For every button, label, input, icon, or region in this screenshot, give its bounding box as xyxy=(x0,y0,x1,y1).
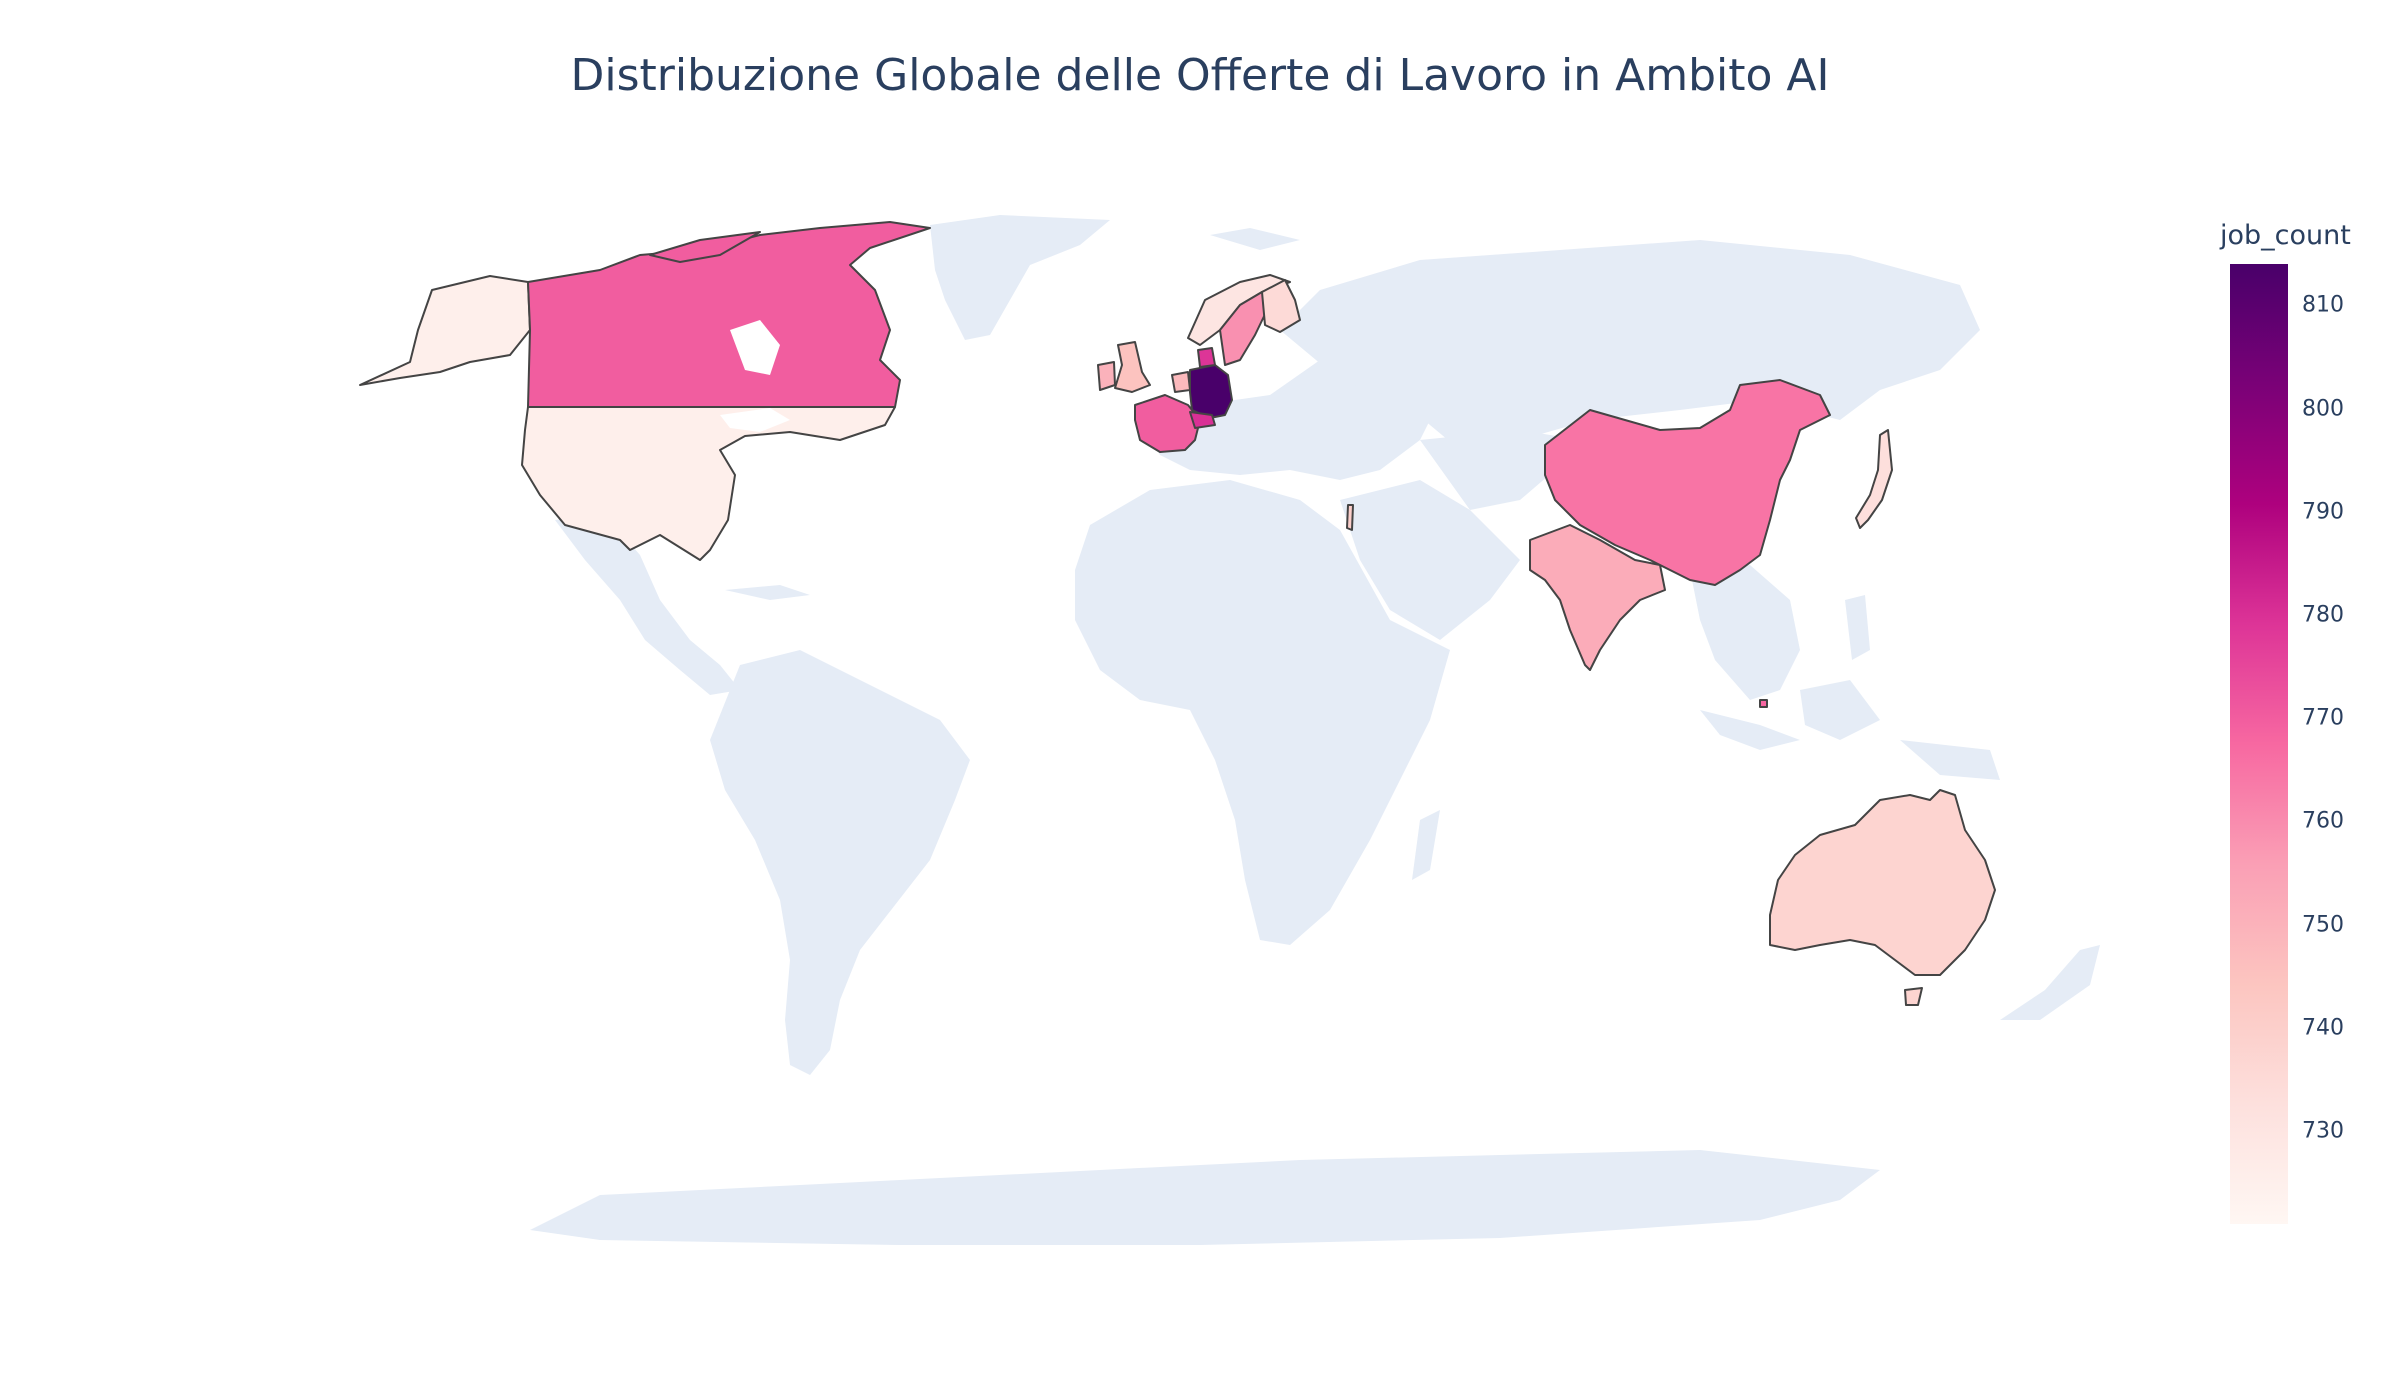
chart-title: Distribuzione Globale delle Offerte di L… xyxy=(570,50,1830,101)
colorbar-gradient xyxy=(2230,264,2288,1224)
country-ireland[interactable] xyxy=(1097,361,1116,391)
colorbar-tick-780: 780 xyxy=(2302,602,2344,628)
country-netherlands[interactable] xyxy=(1171,371,1191,393)
colorbar: job_count 730 740 750 760 770 780 790 800 810 xyxy=(2220,220,2370,1240)
country-tasmania[interactable] xyxy=(1904,987,1923,1006)
colorbar-tick-800: 800 xyxy=(2302,396,2344,422)
country-india[interactable] xyxy=(1529,524,1666,671)
landmass-central-asia xyxy=(1420,430,1580,510)
country-australia[interactable] xyxy=(1769,789,1996,976)
country-united-kingdom[interactable] xyxy=(1114,341,1151,393)
landmass-madagascar xyxy=(1412,810,1440,880)
map-lakes xyxy=(720,408,790,432)
choropleth-countries xyxy=(359,221,1996,1006)
country-united-states[interactable] xyxy=(521,406,896,561)
colorbar-tick-750: 750 xyxy=(2302,912,2344,938)
great-lakes xyxy=(720,408,790,432)
landmass-southeast-asia xyxy=(1690,565,1800,700)
landmass-greenland xyxy=(930,215,1110,340)
colorbar-tick-790: 790 xyxy=(2302,499,2344,525)
landmass-central-america xyxy=(555,515,740,695)
landmass-indonesia xyxy=(1700,710,1800,750)
landmass-africa xyxy=(1075,480,1450,945)
colorbar-tick-730: 730 xyxy=(2302,1118,2344,1144)
landmass-middle-east xyxy=(1340,480,1520,640)
colorbar-tick-740: 740 xyxy=(2302,1015,2344,1041)
colorbar-tick-810: 810 xyxy=(2302,292,2344,318)
country-singapore[interactable] xyxy=(1759,699,1768,708)
landmass-borneo xyxy=(1800,680,1880,740)
country-canada-arctic[interactable] xyxy=(649,231,761,263)
landmass-new-zealand xyxy=(2000,945,2100,1020)
colorbar-tick-760: 760 xyxy=(2302,808,2344,834)
country-sweden[interactable] xyxy=(1219,291,1269,366)
country-switzerland[interactable] xyxy=(1189,411,1216,429)
country-china[interactable] xyxy=(1544,379,1831,586)
hudson-bay xyxy=(730,320,780,375)
country-denmark[interactable] xyxy=(1197,347,1216,368)
landmass-new-guinea xyxy=(1900,740,2000,780)
country-france[interactable] xyxy=(1134,394,1201,453)
landmass-south-america xyxy=(710,650,970,1075)
landmass-philippines xyxy=(1845,595,1870,660)
colorbar-title: job_count xyxy=(2220,220,2351,251)
landmass-caribbean xyxy=(725,585,810,600)
base-landmass xyxy=(530,215,2100,1245)
country-finland[interactable] xyxy=(1261,279,1301,333)
landmass-arctic-islands xyxy=(1210,228,1300,250)
country-israel[interactable] xyxy=(1346,504,1354,531)
country-alaska[interactable] xyxy=(359,275,531,386)
colorbar-tick-770: 770 xyxy=(2302,705,2344,731)
landmass-antarctica xyxy=(530,1150,1880,1245)
country-japan[interactable] xyxy=(1855,429,1893,529)
country-germany[interactable] xyxy=(1189,364,1233,419)
